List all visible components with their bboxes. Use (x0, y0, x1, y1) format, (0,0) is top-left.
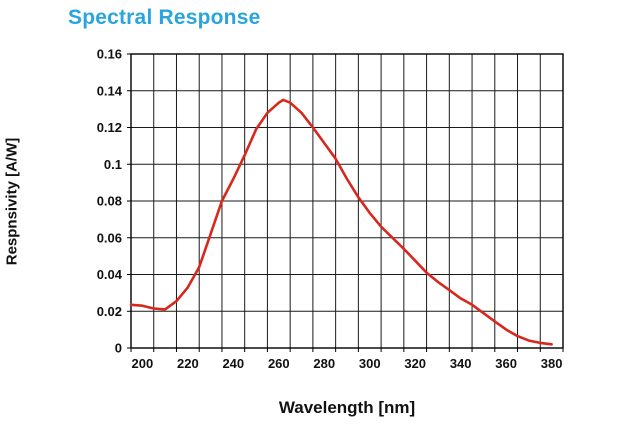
y-tick-label: 0.06 (97, 230, 122, 245)
y-tick-label: 0.14 (97, 83, 123, 98)
x-tick-label: 240 (222, 356, 244, 371)
tick-marks (127, 53, 564, 352)
y-tick-label: 0.1 (104, 157, 122, 172)
response-curve (129, 98, 553, 346)
x-axis-title: Wavelength [nm] (278, 398, 416, 417)
y-tick-label: 0.16 (97, 47, 122, 62)
x-tick-label: 380 (541, 356, 563, 371)
x-tick-label: 280 (313, 356, 335, 371)
y-tick-label: 0 (115, 341, 122, 356)
grid-lines (130, 53, 564, 349)
y-tick-label: 0.08 (97, 194, 122, 209)
x-tick-label: 220 (177, 356, 199, 371)
plot-border (130, 53, 564, 349)
y-tick-label: 0.02 (97, 304, 122, 319)
x-tick-labels: 200 220 240 260 280 300 320 340 360 380 (132, 356, 563, 371)
y-tick-label: 0.04 (97, 267, 123, 282)
x-tick-label: 300 (359, 356, 381, 371)
x-tick-label: 200 (132, 356, 154, 371)
y-tick-labels: 0.16 0.14 0.12 0.1 0.08 0.06 0.04 0.02 0 (97, 47, 123, 356)
x-tick-label: 340 (450, 356, 472, 371)
x-tick-label: 360 (495, 356, 517, 371)
chart-title: Spectral Response (68, 6, 261, 29)
x-tick-label: 320 (404, 356, 426, 371)
y-tick-label: 0.12 (97, 120, 122, 135)
x-tick-label: 260 (268, 356, 290, 371)
